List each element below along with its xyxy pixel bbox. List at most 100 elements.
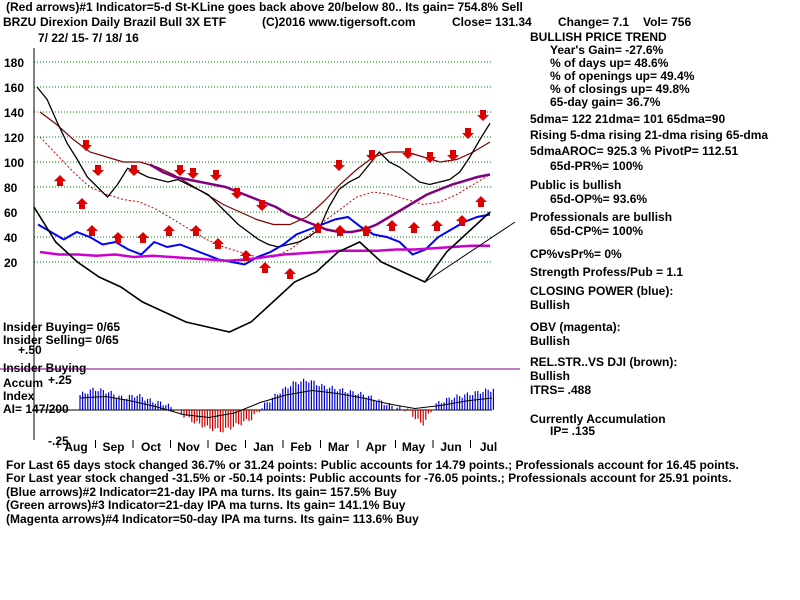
footer-green-arrows: (Green arrows)#3 Indicator=21-day IPA ma… [6,498,406,512]
cp-value: 65d-CP%= 100% [550,224,644,238]
red-up-arrow [190,225,202,236]
x-tick-label: Jun [440,440,461,454]
professionals-status: Professionals are bullish [530,210,673,224]
chart-series [0,86,520,370]
ip-value: IP= .135 [550,424,596,438]
red-up-arrow [259,262,271,273]
closing-power-line [37,213,491,266]
relstr-line [33,206,491,333]
y-tick-label: 20 [4,256,18,270]
signal-arrows [54,110,489,279]
ai-value: AI= 147/200 [3,402,69,416]
y-tick-label: 100 [4,156,24,170]
red-up-arrow [284,268,296,279]
accum-ma-line [79,389,493,419]
x-tick-label: Feb [290,440,311,454]
ticker: BRZU [3,15,37,29]
index-label: Index [3,389,35,403]
y-tick-label: 40 [4,231,18,245]
red-down-arrow [174,165,186,176]
red-up-arrow [408,222,420,233]
x-tick-label: May [402,440,426,454]
x-tick-label: Aug [64,440,87,454]
red-down-arrow [210,170,222,181]
etf-name: Direxion Daily Brazil Bull 3X ETF [40,15,227,29]
x-tick-label: Oct [141,440,161,454]
red-up-arrow [456,215,468,226]
y-axis-ticks: 20 40 60 80 100 120 140 160 180 [4,56,24,270]
closing-power-status: Bullish [530,298,571,312]
red-up-arrow [86,225,98,236]
itrs-value: ITRS= .488 [530,383,592,397]
red-down-arrow [92,165,104,176]
y-tick-label: 60 [4,206,18,220]
red-down-arrow [447,150,459,161]
copyright: (C)2016 www.tigersoft.com [262,15,416,29]
red-down-arrow [366,150,378,161]
y-tick-label: 140 [4,106,24,120]
red-up-arrow [76,198,88,209]
red-down-arrow [333,160,345,171]
y-tick-label: 80 [4,181,18,195]
red-down-arrow [80,140,92,151]
chart-grid [33,48,492,440]
x-tick-label: Apr [366,440,387,454]
red-up-arrow [334,225,346,236]
red-up-arrow [360,225,372,236]
red-up-arrow [54,175,66,186]
footer-magenta-arrows: (Magenta arrows)#4 Indicator=50-day IPA … [6,512,419,526]
x-tick-label: Mar [328,440,350,454]
red-down-arrow [477,110,489,121]
dma-values: 5dma= 122 21dma= 101 65dma=90 [530,112,726,126]
x-tick-label: Jan [253,440,274,454]
insider-buying-label: Insider Buying= 0/65 [3,320,121,334]
years-gain: Year's Gain= -27.6% [550,43,664,57]
insider-buying-line-label: Insider Buying [3,361,87,375]
red-up-arrow [163,225,175,236]
insider-plus50: +.50 [18,343,42,357]
relstr-title: REL.STR..VS DJI (brown): [530,355,678,369]
red-down-arrow [256,200,268,211]
red-up-arrow [212,238,224,249]
insider-selling-label: Insider Selling= 0/65 [3,333,119,347]
op-value: 65d-OP%= 93.6% [550,192,648,206]
footer-blue-arrows: (Blue arrows)#2 Indicator=21-day IPA ma … [6,485,397,499]
change-value: Change= 7.1 [558,15,630,29]
strength-ratio: Strength Profess/Pub = 1.1 [530,265,684,279]
y-tick-label: 120 [4,131,24,145]
relstr-status: Bullish [530,369,571,383]
x-tick-label: Dec [215,440,237,454]
cp-vs-pr: CP%vsPr%= 0% [530,247,622,261]
red-up-arrow [386,220,398,231]
obv-status: Bullish [530,334,571,348]
red-down-arrow [128,165,140,176]
indicator-1-line: (Red arrows)#1 Indicator=5-d St-KLine go… [6,0,523,14]
trend-title: BULLISH PRICE TREND [530,30,667,44]
footer-65day: For Last 65 days stock changed 36.7% or … [6,458,739,472]
red-down-arrow [424,152,436,163]
red-down-arrow [231,188,243,199]
red-down-arrow [402,148,414,159]
red-up-arrow [240,250,252,261]
red-up-arrow [312,222,324,233]
x-tick-label: Nov [177,440,200,454]
volume-value: Vol= 756 [643,15,692,29]
public-status: Public is bullish [530,178,622,192]
red-down-arrow [187,168,199,179]
red-up-arrow [112,232,124,243]
openings-up: % of openings up= 49.4% [550,69,695,83]
gain-65: 65-day gain= 36.7% [550,95,661,109]
days-up: % of days up= 48.6% [550,56,669,70]
accum-index-bars [34,378,494,433]
y-tick-label: 160 [4,81,24,95]
red-down-arrow [462,128,474,139]
price-line [36,86,491,248]
pr-value: 65d-PR%= 100% [550,159,644,173]
accum-plus25: +.25 [48,373,72,387]
red-up-arrow [137,232,149,243]
closings-up: % of closings up= 49.8% [550,82,690,96]
red-up-arrow [431,220,443,231]
x-tick-label: Sep [102,440,124,454]
close-value: Close= 131.34 [452,15,532,29]
